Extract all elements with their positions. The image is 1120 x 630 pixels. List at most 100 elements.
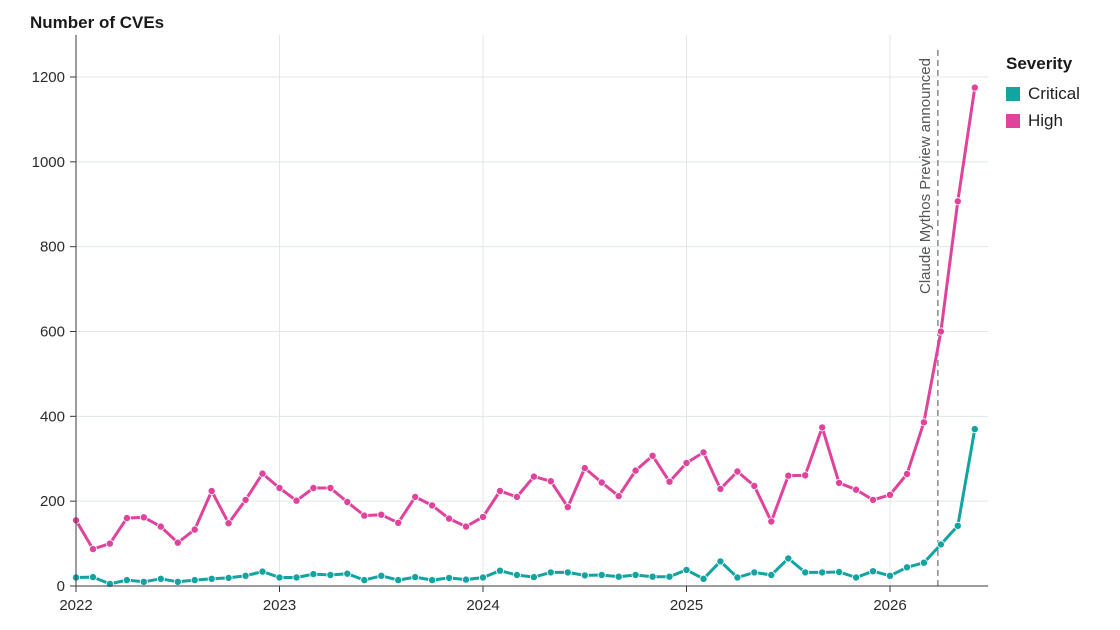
data-point-critical bbox=[360, 576, 369, 585]
data-point-critical bbox=[445, 573, 454, 582]
data-point-critical bbox=[869, 567, 878, 576]
data-point-high bbox=[919, 418, 928, 427]
data-point-high bbox=[478, 512, 487, 521]
data-point-high bbox=[835, 478, 844, 487]
x-tick-label: 2024 bbox=[466, 597, 499, 614]
data-point-critical bbox=[767, 571, 776, 580]
data-point-high bbox=[292, 496, 301, 505]
data-point-high bbox=[377, 510, 386, 519]
axes: 0 200 400 600 800 1000 1200 2022 2023 2024 2025 202… bbox=[32, 35, 988, 614]
y-tick-label: 1200 bbox=[32, 69, 65, 86]
series-critical bbox=[72, 425, 979, 588]
data-point-high bbox=[784, 471, 793, 480]
data-point-critical bbox=[597, 571, 606, 580]
data-point-critical bbox=[275, 573, 284, 582]
data-point-high bbox=[411, 492, 420, 501]
data-point-high bbox=[682, 458, 691, 467]
data-point-critical bbox=[665, 572, 674, 581]
data-point-high bbox=[445, 514, 454, 523]
data-point-high bbox=[428, 501, 437, 510]
data-point-critical bbox=[461, 575, 470, 584]
data-point-critical bbox=[156, 574, 165, 583]
data-point-critical bbox=[89, 573, 98, 582]
data-point-high bbox=[699, 448, 708, 457]
data-point-critical bbox=[936, 540, 945, 549]
data-point-high bbox=[767, 517, 776, 526]
data-point-high bbox=[750, 481, 759, 490]
data-point-high bbox=[89, 545, 98, 554]
data-point-critical bbox=[292, 573, 301, 582]
data-point-critical bbox=[428, 576, 437, 585]
data-point-critical bbox=[631, 571, 640, 580]
y-tick-label: 200 bbox=[40, 493, 65, 510]
legend: Severity Critical High bbox=[1006, 54, 1080, 134]
y-axis-title: Number of CVEs bbox=[30, 13, 165, 32]
data-point-high bbox=[241, 495, 250, 504]
data-point-critical bbox=[614, 572, 623, 581]
data-point-high bbox=[529, 472, 538, 481]
data-point-critical bbox=[190, 576, 199, 585]
data-point-critical bbox=[733, 573, 742, 582]
data-point-critical bbox=[326, 571, 335, 580]
data-point-critical bbox=[801, 568, 810, 577]
series-line-high bbox=[74, 86, 977, 551]
data-point-high bbox=[970, 83, 979, 92]
grid bbox=[75, 35, 988, 586]
data-point-critical bbox=[173, 577, 182, 586]
data-point-critical bbox=[784, 554, 793, 563]
series-layer bbox=[72, 83, 979, 588]
data-point-high bbox=[614, 492, 623, 501]
data-point-critical bbox=[139, 577, 148, 586]
data-point-critical bbox=[512, 571, 521, 580]
data-point-critical bbox=[953, 521, 962, 530]
data-point-high bbox=[648, 451, 657, 460]
x-tick-label: 2026 bbox=[873, 597, 906, 614]
data-point-high bbox=[597, 478, 606, 487]
data-point-critical bbox=[122, 576, 131, 585]
data-point-high bbox=[275, 483, 284, 492]
data-point-critical bbox=[580, 571, 589, 580]
data-point-high bbox=[936, 327, 945, 336]
data-point-high bbox=[461, 522, 470, 531]
x-tick-label: 2023 bbox=[263, 597, 296, 614]
data-point-high bbox=[156, 522, 165, 531]
data-point-high bbox=[869, 495, 878, 504]
y-tick-label: 400 bbox=[40, 408, 65, 425]
data-point-high bbox=[546, 477, 555, 486]
data-point-critical bbox=[648, 572, 657, 581]
announcement-annotation: Claude Mythos Preview announced bbox=[917, 50, 939, 586]
data-point-critical bbox=[818, 568, 827, 577]
series-line-critical bbox=[74, 427, 977, 586]
data-point-high bbox=[139, 513, 148, 522]
data-point-high bbox=[326, 483, 335, 492]
legend-swatch-critical bbox=[1006, 86, 1020, 101]
data-point-high bbox=[886, 490, 895, 499]
data-point-critical bbox=[852, 573, 861, 582]
y-tick-label: 800 bbox=[40, 239, 65, 256]
data-point-high bbox=[258, 469, 267, 478]
data-point-critical bbox=[377, 571, 386, 580]
y-tick-label: 0 bbox=[57, 578, 65, 595]
data-point-high bbox=[852, 485, 861, 494]
data-point-critical bbox=[699, 574, 708, 583]
legend-label-high: High bbox=[1028, 110, 1063, 130]
data-point-critical bbox=[207, 574, 216, 583]
data-point-high bbox=[733, 467, 742, 476]
data-point-high bbox=[309, 483, 318, 492]
data-point-critical bbox=[750, 568, 759, 577]
data-point-critical bbox=[495, 566, 504, 575]
data-point-high bbox=[631, 466, 640, 475]
series-high bbox=[72, 83, 979, 554]
data-point-critical bbox=[394, 576, 403, 585]
data-point-critical bbox=[563, 568, 572, 577]
data-point-high bbox=[190, 525, 199, 534]
data-point-high bbox=[818, 423, 827, 432]
data-point-critical bbox=[411, 573, 420, 582]
data-point-high bbox=[343, 497, 352, 506]
data-point-high bbox=[953, 197, 962, 206]
data-point-high bbox=[394, 518, 403, 527]
data-point-high bbox=[495, 486, 504, 495]
legend-item-high: High bbox=[1006, 107, 1080, 134]
x-tick-label: 2025 bbox=[670, 597, 703, 614]
